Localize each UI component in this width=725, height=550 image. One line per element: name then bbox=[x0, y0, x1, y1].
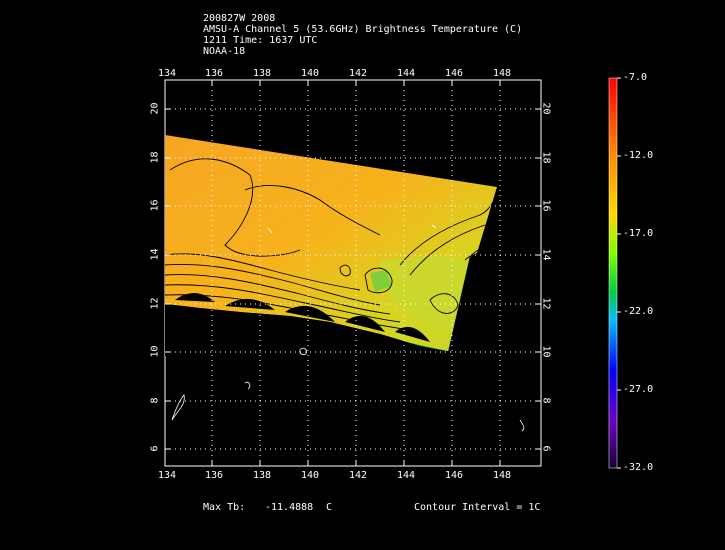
storm-id: 200827W 2008 bbox=[203, 13, 276, 24]
lon-tick-bottom: 136 bbox=[205, 470, 224, 481]
lat-tick-left: 10 bbox=[149, 345, 161, 358]
lon-tick-bottom: 146 bbox=[445, 470, 464, 481]
lat-tick-left: 16 bbox=[149, 199, 161, 212]
lon-tick-top: 144 bbox=[397, 68, 416, 79]
lon-tick-bottom: 138 bbox=[253, 470, 272, 481]
colorbar-label: -17.0 bbox=[623, 228, 654, 239]
lat-tick-right: 12 bbox=[540, 297, 552, 310]
lon-tick-top: 142 bbox=[349, 68, 368, 79]
lon-tick-bottom: 144 bbox=[397, 470, 416, 481]
lat-tick-right: 14 bbox=[540, 248, 552, 261]
lon-tick-top: 136 bbox=[205, 68, 224, 79]
lat-tick-left: 12 bbox=[149, 297, 161, 310]
lat-tick-left: 18 bbox=[149, 151, 161, 164]
product-title: AMSU-A Channel 5 (53.6GHz) Brightness Te… bbox=[203, 24, 523, 35]
time-label: 1211 Time: 1637 UTC bbox=[203, 35, 318, 46]
lat-tick-right: 6 bbox=[540, 445, 552, 452]
colorbar-ticks bbox=[617, 77, 621, 469]
max-tb-label: Max Tb: bbox=[203, 502, 246, 513]
lat-tick-right: 18 bbox=[540, 151, 552, 164]
lat-tick-left: 14 bbox=[149, 248, 161, 261]
lon-tick-bottom: 142 bbox=[349, 470, 368, 481]
max-tb-unit: C bbox=[326, 502, 333, 513]
lat-tick-right: 10 bbox=[540, 345, 552, 358]
lon-tick-bottom: 148 bbox=[493, 470, 512, 481]
lon-tick-top: 134 bbox=[158, 68, 177, 79]
lat-tick-right: 20 bbox=[540, 102, 552, 115]
lon-tick-top: 146 bbox=[445, 68, 464, 79]
lat-tick-right: 16 bbox=[540, 199, 552, 212]
max-tb-value: -11.4888 bbox=[265, 502, 314, 513]
lat-tick-left: 20 bbox=[149, 102, 161, 115]
lat-tick-right: 8 bbox=[540, 397, 552, 404]
colorbar-label: -27.0 bbox=[623, 384, 654, 395]
lat-tick-left: 8 bbox=[149, 397, 161, 404]
lon-tick-top: 138 bbox=[253, 68, 272, 79]
colorbar-label: -7.0 bbox=[623, 72, 648, 83]
lon-tick-bottom: 134 bbox=[158, 470, 177, 481]
colorbar bbox=[608, 77, 618, 469]
satellite-label: NOAA-18 bbox=[203, 46, 246, 57]
lon-tick-top: 140 bbox=[301, 68, 320, 79]
contour-interval: Contour Interval = 1C bbox=[414, 502, 541, 513]
colorbar-label: -22.0 bbox=[623, 306, 654, 317]
lat-tick-left: 6 bbox=[149, 445, 161, 452]
lon-tick-bottom: 140 bbox=[301, 470, 320, 481]
lon-tick-top: 148 bbox=[493, 68, 512, 79]
colorbar-label: -12.0 bbox=[623, 150, 654, 161]
axis-ticks bbox=[164, 80, 541, 466]
colorbar-label: -32.0 bbox=[623, 462, 654, 473]
